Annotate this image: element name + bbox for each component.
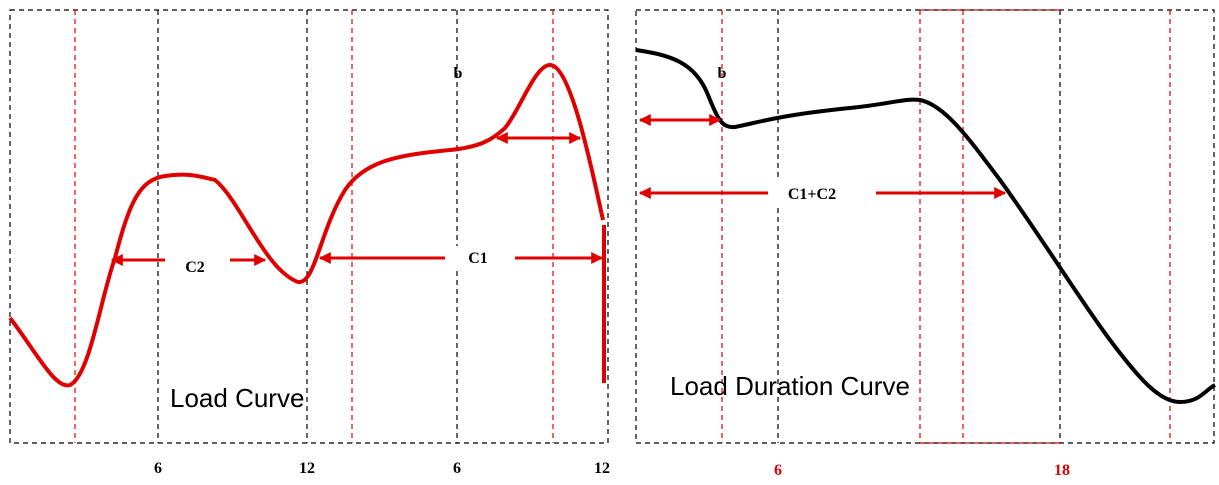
left-frame	[9, 9, 609, 444]
right-guides	[721, 9, 1171, 444]
load-curve	[8, 62, 605, 388]
load-duration-curve	[635, 48, 1217, 405]
label-bg	[445, 246, 515, 270]
caption: Load Duration Curve	[670, 371, 910, 401]
marker-label: b	[718, 65, 727, 82]
left-guides	[74, 10, 554, 443]
span-label: C2	[185, 259, 205, 276]
marker-label: b	[454, 65, 463, 82]
span-label: C1	[468, 250, 488, 267]
axis-label: 18	[1054, 462, 1070, 479]
axis-label: 6	[774, 462, 782, 479]
label-bg	[165, 248, 230, 272]
axis-label: 6	[453, 460, 461, 477]
axis-label: 12	[299, 460, 315, 477]
label-bg	[768, 181, 876, 205]
axis-label: 12	[594, 460, 610, 477]
axis-label: 6	[154, 460, 162, 477]
span-label: C1+C2	[788, 186, 836, 203]
caption: Load Curve	[170, 383, 304, 413]
